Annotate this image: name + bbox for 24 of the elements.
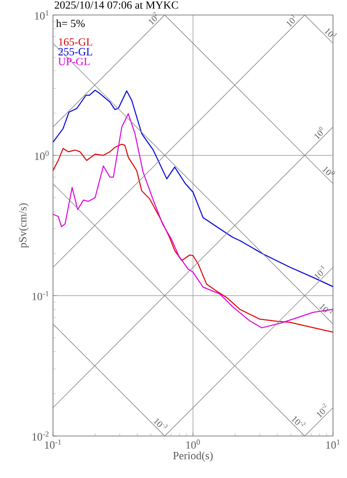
- x-axis-title: Period(s): [173, 452, 213, 462]
- x-tick-label: 10$^{1}$: [326, 440, 340, 449]
- y-tick-label: 10$^{1}$: [35, 10, 48, 20]
- text: 10$^{-3}$: [153, 418, 168, 428]
- text: 255-GL: [58, 48, 92, 56]
- text: 10$^{1}$: [286, 14, 296, 28]
- x-tick-label: 10$^{-1}$: [45, 440, 61, 449]
- y-tick-label: 10$^{-1}$: [32, 291, 48, 300]
- text: UP-GL: [58, 58, 90, 66]
- text: 10$^{1}$: [324, 28, 337, 37]
- text: 10$^{0}$: [322, 166, 336, 176]
- text: 10$^{-1}$: [319, 304, 334, 314]
- y-axis-title: pSv(cm/s): [18, 203, 29, 248]
- y-tick-label: 10$^{0}$: [35, 150, 49, 160]
- chart-title: 2025/10/14 07:06 at MYKC: [54, 1, 178, 9]
- y-tick-label: 10$^{-2}$: [32, 431, 49, 441]
- text: 10$^{2}$: [148, 12, 158, 25]
- x-tick-label: 10$^{0}$: [186, 440, 200, 449]
- text: 10$^{-2}$: [316, 404, 327, 418]
- text: 10$^{-2}$: [291, 416, 306, 426]
- text: 10$^{-1}$: [314, 265, 325, 280]
- text: 10$^{0}$: [314, 126, 323, 140]
- text: 165-GL: [58, 38, 92, 46]
- annotation: h= 5%: [56, 19, 85, 28]
